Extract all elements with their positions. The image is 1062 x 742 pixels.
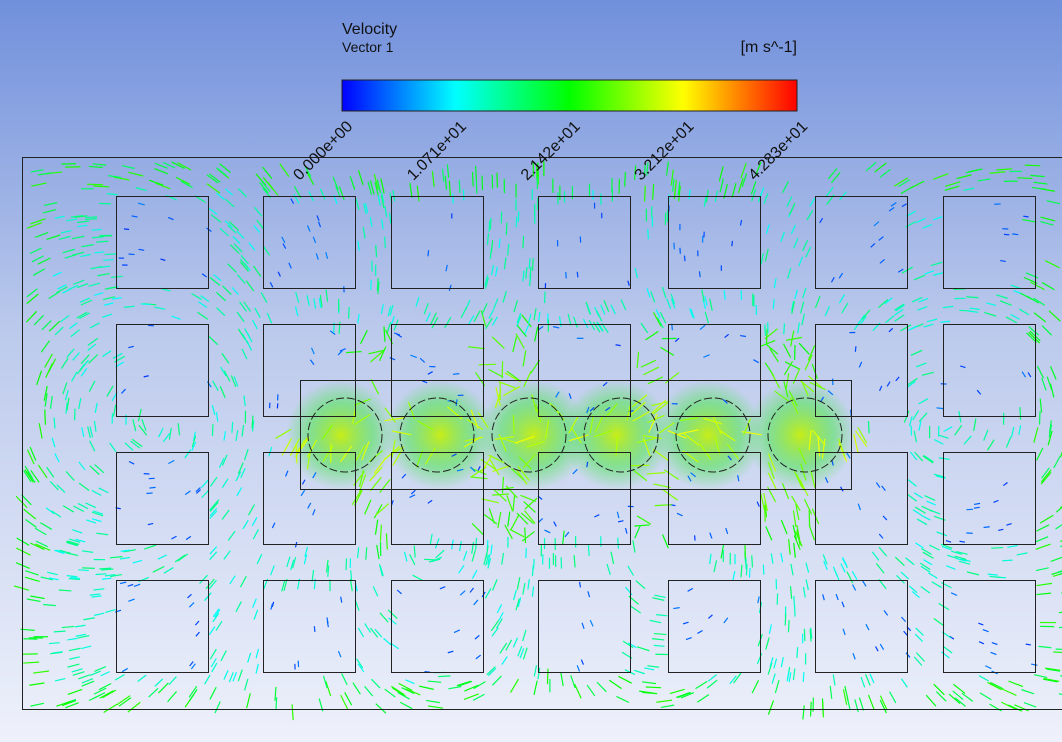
velocity-vector xyxy=(414,546,415,558)
velocity-vector xyxy=(699,271,700,277)
velocity-vector xyxy=(376,245,377,257)
velocity-vector xyxy=(525,528,526,544)
velocity-vector xyxy=(476,538,477,549)
velocity-vector xyxy=(684,256,685,262)
jet-glow xyxy=(286,380,396,490)
velocity-vector xyxy=(96,574,107,575)
velocity-vector xyxy=(472,172,473,186)
velocity-vector xyxy=(349,307,350,319)
velocity-vector xyxy=(476,166,477,180)
jet-glow xyxy=(746,380,856,490)
velocity-vector xyxy=(490,218,491,230)
velocity-vector xyxy=(296,444,297,463)
velocity-vector xyxy=(749,568,750,578)
velocity-vector xyxy=(82,568,95,569)
velocity-vector xyxy=(648,229,649,239)
velocity-vector xyxy=(732,241,733,246)
velocity-vector xyxy=(645,186,646,202)
velocity-vector xyxy=(456,399,457,406)
velocity-vector xyxy=(788,620,789,632)
velocity-vector xyxy=(385,237,386,248)
velocity-vector xyxy=(625,172,626,186)
velocity-vector xyxy=(92,230,102,231)
velocity-vector xyxy=(377,278,378,291)
velocity-vector xyxy=(936,408,943,409)
velocity-vector xyxy=(532,258,533,270)
velocity-vector xyxy=(453,374,459,375)
velocity-vector xyxy=(547,669,548,685)
velocity-vector xyxy=(1020,407,1021,420)
velocity-vector xyxy=(105,254,116,255)
velocity-vector xyxy=(797,647,798,658)
page: Velocity Vector 1 [m s^-1] 0.000e+001.07… xyxy=(0,0,1062,742)
velocity-vector xyxy=(588,545,589,556)
velocity-vector xyxy=(479,364,496,365)
velocity-vector xyxy=(276,697,277,710)
velocity-vector xyxy=(534,559,535,569)
velocity-vector xyxy=(991,548,1003,549)
velocity-vector xyxy=(646,687,661,688)
velocity-vector xyxy=(765,325,766,336)
velocity-vector xyxy=(149,487,155,488)
velocity-vector xyxy=(45,409,46,424)
velocity-vector xyxy=(1002,560,1012,561)
velocity-vector xyxy=(386,533,387,549)
velocity-vector xyxy=(618,538,619,549)
velocity-vector xyxy=(232,422,233,433)
velocity-vector xyxy=(513,415,514,433)
velocity-vector xyxy=(459,180,460,193)
velocity-vector xyxy=(489,220,490,231)
velocity-vector xyxy=(785,613,786,625)
velocity-vector xyxy=(765,505,766,522)
velocity-vector xyxy=(766,329,767,345)
velocity-vector xyxy=(99,203,111,204)
viewport: Velocity Vector 1 [m s^-1] 0.000e+001.07… xyxy=(0,0,1062,742)
velocity-vector xyxy=(587,462,588,467)
velocity-vector xyxy=(1023,216,1028,217)
velocity-vector xyxy=(54,631,66,632)
velocity-vector xyxy=(529,258,530,269)
velocity-vector xyxy=(523,236,524,248)
velocity-vector xyxy=(868,421,869,433)
color-bar xyxy=(342,80,797,111)
velocity-vector xyxy=(78,570,88,571)
velocity-vector xyxy=(1017,178,1032,179)
velocity-vector xyxy=(70,578,80,579)
velocity-vector xyxy=(85,219,97,220)
velocity-vector xyxy=(803,672,804,682)
velocity-vector xyxy=(794,596,795,606)
velocity-vector xyxy=(577,272,578,278)
velocity-vector xyxy=(1025,165,1040,166)
velocity-vector xyxy=(96,241,108,242)
velocity-vector xyxy=(141,304,151,305)
velocity-vector xyxy=(752,555,753,567)
velocity-vector xyxy=(1026,644,1031,645)
velocity-vector xyxy=(339,322,340,334)
velocity-vector xyxy=(566,272,567,278)
legend-title: Velocity xyxy=(342,21,397,38)
velocity-vector xyxy=(314,626,315,632)
velocity-vector xyxy=(1000,261,1006,262)
legend-unit: [m s^-1] xyxy=(741,39,797,56)
velocity-vector xyxy=(146,493,152,494)
velocity-vector xyxy=(124,229,129,230)
velocity-vector xyxy=(855,346,856,352)
velocity-vector xyxy=(212,424,213,436)
velocity-vector xyxy=(129,254,135,255)
velocity-vector xyxy=(438,676,450,677)
velocity-vector xyxy=(428,250,429,256)
velocity-vector xyxy=(984,527,990,528)
velocity-vector xyxy=(506,223,507,235)
velocity-vector xyxy=(784,323,785,334)
velocity-vector xyxy=(85,217,97,218)
legend-subtitle: Vector 1 xyxy=(342,39,394,55)
velocity-vector xyxy=(1012,234,1018,235)
